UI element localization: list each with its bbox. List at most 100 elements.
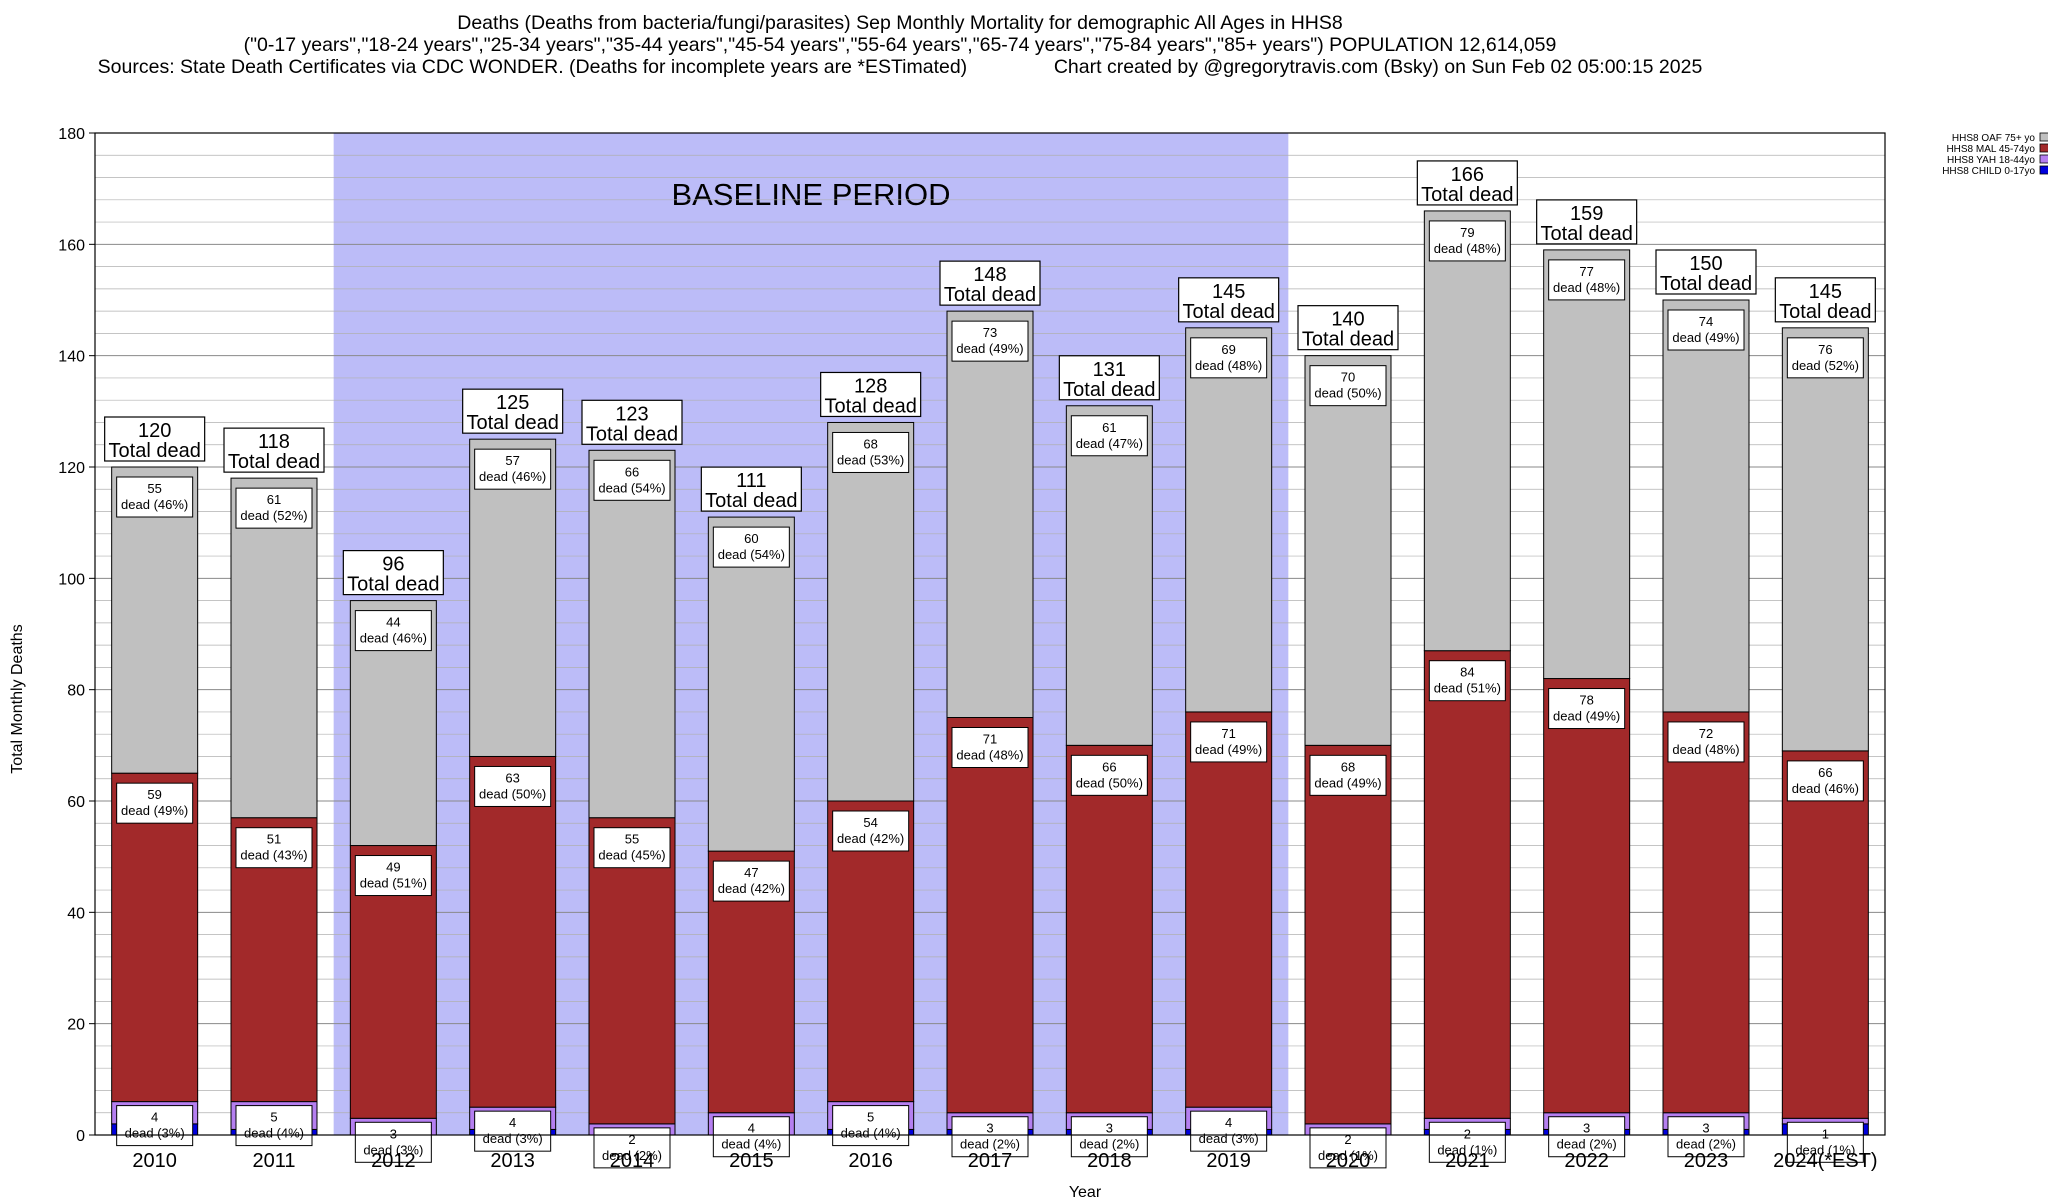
segment-pct-label: dead (51%) xyxy=(360,876,427,891)
segment-value-label: 1 xyxy=(1822,1126,1829,1141)
total-label-box xyxy=(1058,355,1160,401)
total-value-label: 145 xyxy=(1809,281,1842,303)
segment-pct-label: dead (49%) xyxy=(1553,709,1620,724)
total-label-box xyxy=(104,416,206,462)
total-value-label: 150 xyxy=(1689,253,1722,275)
chart-title: Deaths (Deaths from bacteria/fungi/paras… xyxy=(457,12,1343,34)
segment-value-label: 72 xyxy=(1699,726,1713,741)
segment-label-box xyxy=(474,765,552,807)
segment-pct-label: dead (3%) xyxy=(483,1131,543,1146)
segment-value-label: 4 xyxy=(151,1110,158,1125)
segment-pct-label: dead (2%) xyxy=(602,1148,662,1163)
total-label-box xyxy=(939,260,1041,306)
plot-frame xyxy=(94,132,1886,1136)
bar-segment-oaf xyxy=(469,438,557,757)
segment-pct-label: dead (47%) xyxy=(1076,436,1143,451)
total-label-box xyxy=(820,371,922,418)
segment-pct-label: dead (49%) xyxy=(1195,742,1262,757)
bar-segment-mal xyxy=(946,717,1034,1114)
legend-label: HHS8 MAL 45-74yo xyxy=(1946,144,2035,155)
segment-value-label: 49 xyxy=(386,860,400,875)
segment-value-label: 60 xyxy=(744,531,758,546)
legend-label: HHS8 CHILD 0-17yo xyxy=(1942,166,2035,177)
total-suffix-label: Total dead xyxy=(825,395,917,417)
total-suffix-label: Total dead xyxy=(347,574,439,596)
total-suffix-label: Total dead xyxy=(1779,301,1871,323)
total-suffix-label: Total dead xyxy=(705,490,797,512)
total-value-label: 118 xyxy=(258,431,290,453)
segment-pct-label: dead (42%) xyxy=(718,881,785,896)
total-value-label: 120 xyxy=(138,420,171,442)
segment-value-label: 54 xyxy=(863,815,877,830)
segment-pct-label: dead (52%) xyxy=(1792,358,1859,373)
segment-label-box xyxy=(1667,309,1745,351)
y-tick-label: 100 xyxy=(58,571,85,588)
total-suffix-label: Total dead xyxy=(109,440,201,462)
total-label-box xyxy=(581,399,683,445)
segment-value-label: 74 xyxy=(1699,314,1713,329)
segment-value-label: 71 xyxy=(1221,726,1235,741)
segment-pct-label: dead (53%) xyxy=(837,452,904,467)
segment-value-label: 2 xyxy=(1464,1126,1471,1141)
y-tick-label: 120 xyxy=(58,460,85,477)
total-value-label: 128 xyxy=(854,375,887,397)
bar-segment-mal xyxy=(1543,678,1631,1114)
segment-pct-label: dead (50%) xyxy=(1314,386,1381,401)
segment-label-box xyxy=(354,1121,432,1163)
bar-segment-oaf xyxy=(1065,405,1153,746)
bar-segment-mal xyxy=(1185,711,1273,1108)
segment-label-box xyxy=(1428,1121,1506,1163)
total-label-box xyxy=(1178,277,1280,323)
segment-label-box xyxy=(951,1116,1029,1158)
bar-segment-oaf xyxy=(1185,327,1273,713)
segment-label-box xyxy=(712,860,790,902)
segment-label-box xyxy=(593,459,671,501)
bar-segment-oaf xyxy=(1543,249,1631,680)
segment-value-label: 3 xyxy=(1106,1121,1113,1136)
segment-pct-label: dead (3%) xyxy=(363,1142,423,1157)
segment-value-label: 66 xyxy=(1818,765,1832,780)
segment-pct-label: dead (1%) xyxy=(1318,1148,1378,1163)
legend-swatch xyxy=(2039,154,2048,164)
segment-pct-label: dead (49%) xyxy=(1314,775,1381,790)
bar-segment-oaf xyxy=(1423,210,1511,652)
segment-value-label: 47 xyxy=(744,865,758,880)
segment-label-box xyxy=(354,855,432,897)
total-value-label: 159 xyxy=(1570,203,1603,225)
bar-segment-mal xyxy=(1662,711,1750,1114)
segment-value-label: 3 xyxy=(1583,1121,1590,1136)
total-suffix-label: Total dead xyxy=(586,423,678,445)
segment-pct-label: dead (2%) xyxy=(960,1137,1020,1152)
segment-label-box xyxy=(951,727,1029,768)
segment-value-label: 2 xyxy=(1344,1132,1351,1147)
segment-label-box xyxy=(951,320,1029,362)
bar-segment-mal xyxy=(111,772,199,1103)
segment-value-label: 68 xyxy=(863,436,877,451)
segment-label-box xyxy=(1667,1116,1745,1158)
segment-label-box xyxy=(235,487,313,529)
segment-pct-label: dead (48%) xyxy=(1434,241,1501,256)
segment-value-label: 76 xyxy=(1818,342,1832,357)
segment-label-box xyxy=(1190,337,1268,379)
segment-value-label: 2 xyxy=(628,1132,635,1147)
segment-pct-label: dead (48%) xyxy=(1195,358,1262,373)
segment-pct-label: dead (45%) xyxy=(598,848,665,863)
total-label-box xyxy=(1536,199,1638,245)
segment-label-box xyxy=(116,1105,194,1147)
total-suffix-label: Total dead xyxy=(1063,379,1155,401)
total-value-label: 123 xyxy=(615,403,648,425)
x-tick-label: 2012 xyxy=(371,1150,416,1172)
chart-source-line: Sources: State Death Certificates via CD… xyxy=(97,56,1703,78)
legend-swatch xyxy=(2039,132,2048,142)
total-label-box xyxy=(1416,160,1518,206)
x-axis-title: Year xyxy=(1069,1184,1102,1200)
segment-pct-label: dead (2%) xyxy=(1079,1137,1139,1152)
total-suffix-label: Total dead xyxy=(1421,184,1513,206)
bar-segment-oaf xyxy=(111,466,199,774)
total-label-box xyxy=(462,388,564,434)
x-tick-label: 2010 xyxy=(132,1150,177,1172)
total-suffix-label: Total dead xyxy=(1660,273,1752,295)
segment-label-box xyxy=(235,1105,313,1147)
total-label-box xyxy=(223,427,325,473)
